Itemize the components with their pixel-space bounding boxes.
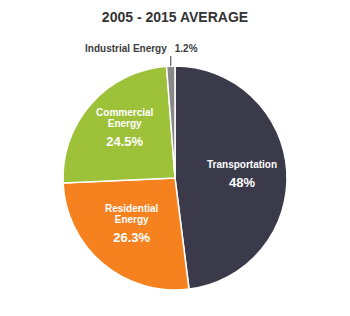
slice [63, 66, 175, 183]
slice [167, 66, 175, 178]
slice-label: Transportation [207, 159, 277, 170]
leader-line [170, 56, 171, 66]
data-label: 1.2% [175, 43, 198, 54]
data-label: 26.3% [113, 230, 150, 245]
slice-label: Industrial Energy [85, 43, 167, 54]
labels: Transportation 48% ResidentialEnergy 26.3% C… [85, 43, 277, 245]
data-label: 48% [229, 175, 255, 190]
slice [175, 66, 287, 289]
title: 2005 - 2015 AVERAGE [102, 9, 248, 25]
pie [63, 66, 287, 290]
slice-label: CommercialEnergy [96, 107, 153, 129]
slice-label: ResidentialEnergy [105, 203, 159, 225]
chart: 2005 - 2015 AVERAGE Transportation 48% Resi… [0, 0, 350, 316]
slice [63, 178, 189, 290]
data-label: 24.5% [106, 134, 143, 149]
